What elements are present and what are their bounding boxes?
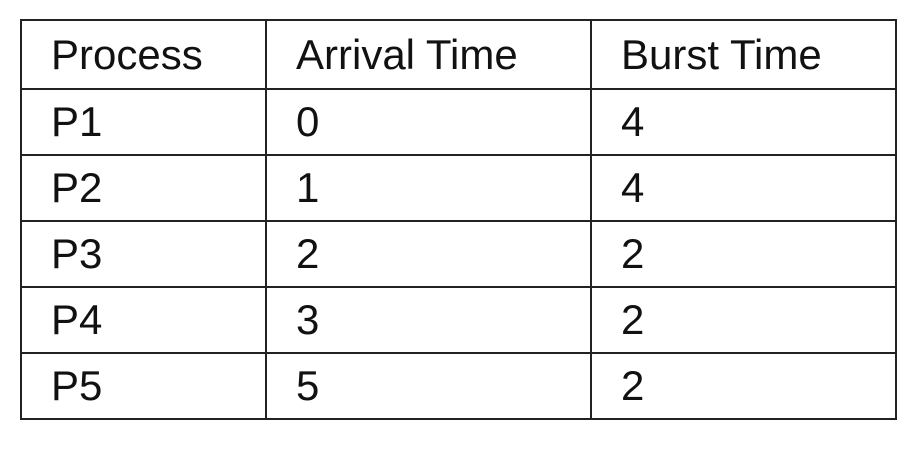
cell-arrival-time: 2 (265, 220, 592, 288)
header-burst-time: Burst Time (590, 19, 897, 90)
cell-process: P5 (20, 352, 267, 420)
table-row: P5 5 2 (20, 352, 897, 420)
table-row: P2 1 4 (20, 154, 897, 222)
cell-arrival-time: 5 (265, 352, 592, 420)
table-row: P4 3 2 (20, 286, 897, 354)
cell-process: P3 (20, 220, 267, 288)
header-process: Process (20, 19, 267, 90)
header-row: Process Arrival Time Burst Time (20, 19, 897, 90)
cell-arrival-time: 3 (265, 286, 592, 354)
cell-burst-time: 2 (590, 352, 897, 420)
table-row: P1 0 4 (20, 88, 897, 156)
cell-burst-time: 4 (590, 154, 897, 222)
table-row: P3 2 2 (20, 220, 897, 288)
cell-burst-time: 4 (590, 88, 897, 156)
cell-burst-time: 2 (590, 220, 897, 288)
cell-arrival-time: 0 (265, 88, 592, 156)
cell-process: P1 (20, 88, 267, 156)
cell-process: P4 (20, 286, 267, 354)
header-arrival-time: Arrival Time (265, 19, 592, 90)
process-table: Process Arrival Time Burst Time P1 0 4 P2 1 4… (20, 19, 897, 420)
cell-burst-time: 2 (590, 286, 897, 354)
cell-arrival-time: 1 (265, 154, 592, 222)
cell-process: P2 (20, 154, 267, 222)
